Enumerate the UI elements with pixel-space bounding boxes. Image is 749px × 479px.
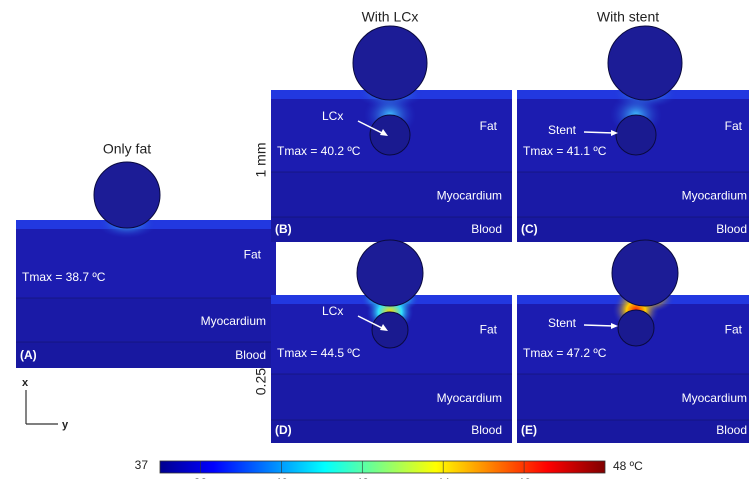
electrode	[357, 240, 423, 306]
panel-body: Fat Tmax = 38.7 ºC Myocardium Blood (A)	[16, 210, 276, 368]
myocardium-label: Myocardium	[437, 391, 502, 405]
vessel-label: Stent	[548, 123, 577, 137]
vessel	[370, 115, 410, 155]
panel: Fat Tmax = 40.2 ºC Myocardium Blood (B) LCx	[271, 26, 512, 242]
row-label: 1 mm	[253, 143, 269, 178]
vessel	[372, 312, 408, 348]
figure: Only fat With LCx With stent 1 mm 0.25 m…	[0, 0, 749, 479]
page: Only fat With LCx With stent 1 mm 0.25 m…	[0, 0, 749, 479]
fat-label: Fat	[480, 323, 498, 337]
vessel-label: LCx	[322, 304, 343, 318]
column-title: With LCx	[362, 9, 419, 25]
panel-label: (C)	[521, 222, 538, 236]
arrow	[584, 132, 614, 133]
panel: Fat Tmax = 44.5 ºC Myocardium Blood (D) LCx	[271, 240, 512, 443]
panel-label: (B)	[275, 222, 292, 236]
tmax: Tmax = 47.2 ºC	[523, 346, 607, 360]
column-title: With stent	[597, 9, 659, 25]
panel-body: Fat Tmax = 44.5 ºC Myocardium Blood (D) LCx	[271, 285, 512, 443]
vessel	[618, 310, 654, 346]
blood-label: Blood	[235, 348, 266, 362]
colorbar-max: 48 ºC	[613, 459, 643, 473]
axis-name: x	[22, 377, 29, 389]
fat-label: Fat	[725, 119, 743, 133]
tmax: Tmax = 40.2 ºC	[277, 144, 361, 158]
vessel-label: Stent	[548, 316, 577, 330]
axis-name: y	[62, 419, 69, 431]
tmax: Tmax = 41.1 ºC	[523, 144, 607, 158]
panel-label: (A)	[20, 348, 37, 362]
electrode	[94, 162, 160, 228]
panel-body: Fat Tmax = 47.2 ºC Myocardium Blood (E) Stent	[517, 285, 749, 443]
blood-label: Blood	[716, 423, 747, 437]
panel: Fat Tmax = 47.2 ºC Myocardium Blood (E) Stent	[517, 240, 749, 443]
myocardium-label: Myocardium	[437, 189, 502, 203]
panel: Fat Tmax = 38.7 ºC Myocardium Blood (A)	[16, 162, 276, 368]
blood-label: Blood	[471, 222, 502, 236]
panel-label: (D)	[275, 423, 292, 437]
vessel	[616, 115, 656, 155]
colorbar-min: 37	[135, 458, 149, 472]
blood-label: Blood	[471, 423, 502, 437]
electrode	[612, 240, 678, 306]
blood-layer	[517, 217, 749, 242]
panel-body: Fat Tmax = 41.1 ºC Myocardium Blood (C) Stent	[517, 80, 749, 242]
myocardium-label: Myocardium	[682, 189, 747, 203]
myocardium-label: Myocardium	[201, 314, 266, 328]
myocardium-label: Myocardium	[682, 391, 747, 405]
arrow	[584, 325, 614, 326]
vessel-label: LCx	[322, 109, 343, 123]
panels: Fat Tmax = 38.7 ºC Myocardium Blood (A) Fat Tm…	[16, 26, 749, 443]
fat-label: Fat	[725, 323, 743, 337]
column-title: Only fat	[103, 141, 151, 157]
panel-label: (E)	[521, 423, 537, 437]
tmax: Tmax = 44.5 ºC	[277, 346, 361, 360]
fat-label: Fat	[480, 119, 498, 133]
blood-layer	[517, 420, 749, 443]
axes-icon: x y	[22, 377, 69, 431]
fat-label: Fat	[244, 247, 262, 261]
blood-label: Blood	[716, 222, 747, 236]
electrode	[608, 26, 682, 100]
electrode	[353, 26, 427, 100]
tmax: Tmax = 38.7 ºC	[22, 270, 106, 284]
panel: Fat Tmax = 41.1 ºC Myocardium Blood (C) Stent	[517, 26, 749, 242]
panel-body: Fat Tmax = 40.2 ºC Myocardium Blood (B) LCx	[271, 80, 512, 242]
